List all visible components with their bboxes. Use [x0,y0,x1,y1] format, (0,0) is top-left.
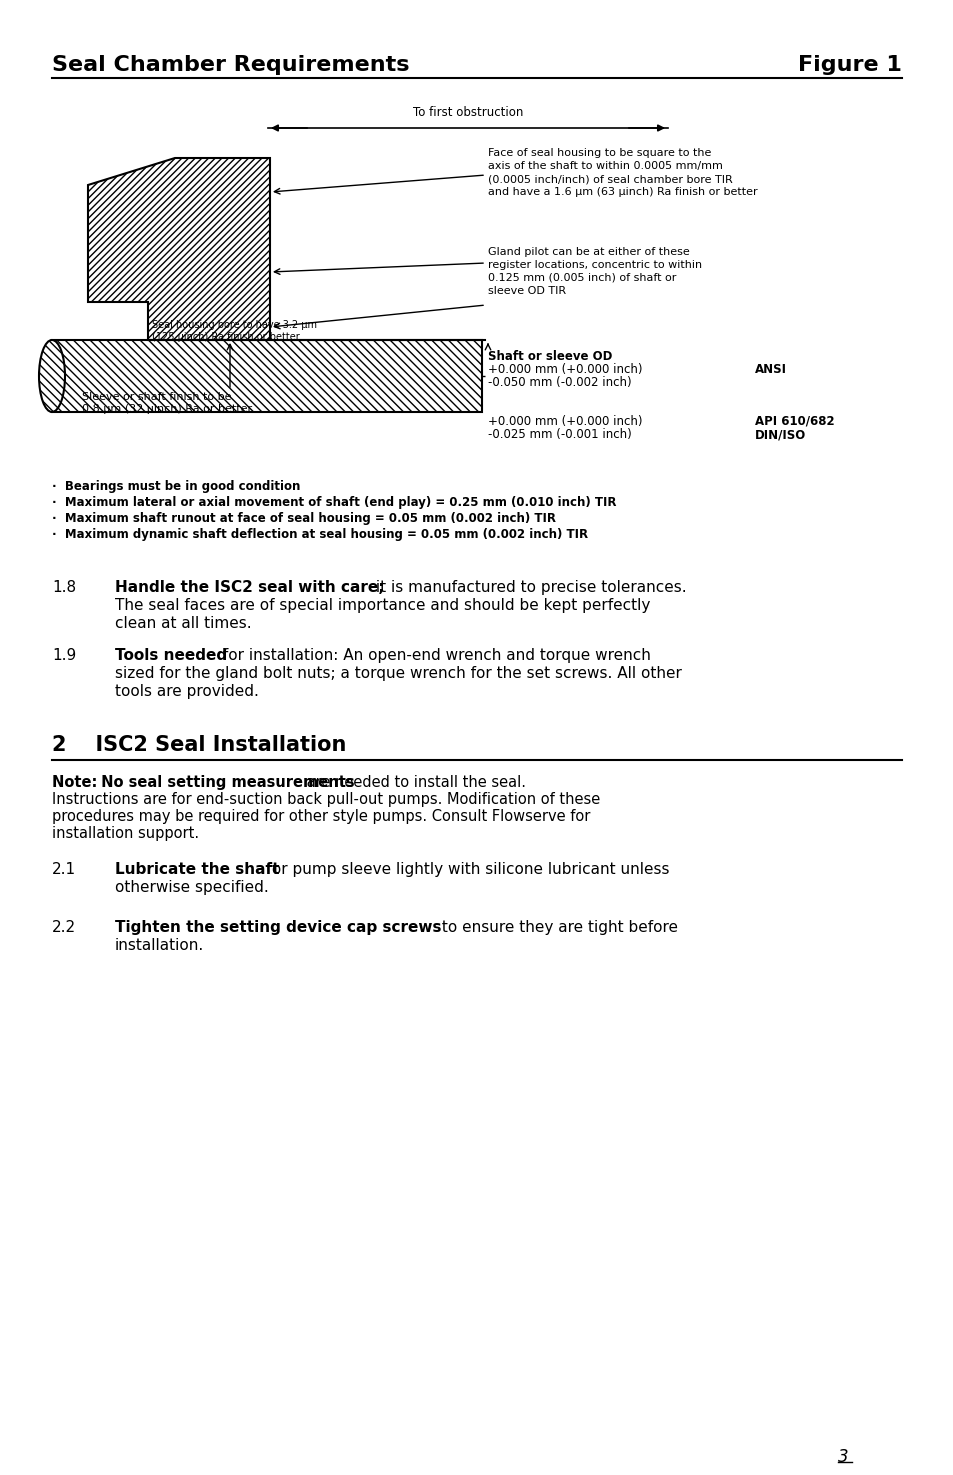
Text: 2    ISC2 Seal Installation: 2 ISC2 Seal Installation [52,735,346,755]
Text: Seal housing bore to have 3.2 μm: Seal housing bore to have 3.2 μm [152,320,316,330]
Text: to ensure they are tight before: to ensure they are tight before [436,920,678,935]
Text: 2.1: 2.1 [52,861,76,878]
Text: To first obstruction: To first obstruction [413,106,522,119]
Text: Figure 1: Figure 1 [798,55,901,75]
Text: The seal faces are of special importance and should be kept perfectly: The seal faces are of special importance… [115,597,650,614]
Text: procedures may be required for other style pumps. Consult Flowserve for: procedures may be required for other sty… [52,808,590,825]
Text: register locations, concentric to within: register locations, concentric to within [488,260,701,270]
Text: clean at all times.: clean at all times. [115,617,252,631]
Text: installation.: installation. [115,938,204,953]
Text: API 610/682: API 610/682 [754,414,834,428]
Text: ·  Maximum shaft runout at face of seal housing = 0.05 mm (0.002 inch) TIR: · Maximum shaft runout at face of seal h… [52,512,556,525]
Text: it is manufactured to precise tolerances.: it is manufactured to precise tolerances… [371,580,686,594]
Text: and have a 1.6 μm (63 μinch) Ra finish or better: and have a 1.6 μm (63 μinch) Ra finish o… [488,187,757,198]
Text: Face of seal housing to be square to the: Face of seal housing to be square to the [488,148,711,158]
Text: Lubricate the shaft: Lubricate the shaft [115,861,279,878]
Text: for installation: An open-end wrench and torque wrench: for installation: An open-end wrench and… [218,648,650,662]
Text: Tighten the setting device cap screws: Tighten the setting device cap screws [115,920,441,935]
Text: 0.8 μm (32 μinch) Ra or better: 0.8 μm (32 μinch) Ra or better [82,404,252,414]
Text: 0.125 mm (0.005 inch) of shaft or: 0.125 mm (0.005 inch) of shaft or [488,273,676,283]
Text: Gland pilot can be at either of these: Gland pilot can be at either of these [488,246,689,257]
Text: or pump sleeve lightly with silicone lubricant unless: or pump sleeve lightly with silicone lub… [267,861,669,878]
Text: (0.0005 inch/inch) of seal chamber bore TIR: (0.0005 inch/inch) of seal chamber bore … [488,174,732,184]
Text: +0.000 mm (+0.000 inch): +0.000 mm (+0.000 inch) [488,414,641,428]
Text: Note:: Note: [52,774,102,791]
Text: ·  Bearings must be in good condition: · Bearings must be in good condition [52,479,300,493]
Ellipse shape [39,341,65,412]
Text: No seal setting measurements: No seal setting measurements [96,774,355,791]
Text: otherwise specified.: otherwise specified. [115,881,269,895]
Text: ·  Maximum lateral or axial movement of shaft (end play) = 0.25 mm (0.010 inch) : · Maximum lateral or axial movement of s… [52,496,616,509]
Text: Instructions are for end-suction back pull-out pumps. Modification of these: Instructions are for end-suction back pu… [52,792,599,807]
Text: are needed to install the seal.: are needed to install the seal. [302,774,525,791]
Text: +0.000 mm (+0.000 inch): +0.000 mm (+0.000 inch) [488,363,641,376]
Text: -0.025 mm (-0.001 inch): -0.025 mm (-0.001 inch) [488,428,631,441]
Bar [52,341,481,412]
Text: Handle the ISC2 seal with care;: Handle the ISC2 seal with care; [115,580,384,594]
Text: Shaft or sleeve OD: Shaft or sleeve OD [488,350,612,363]
Text: Seal Chamber Requirements: Seal Chamber Requirements [52,55,409,75]
Text: Sleeve or shaft finish to be: Sleeve or shaft finish to be [82,392,232,403]
Text: axis of the shaft to within 0.0005 mm/mm: axis of the shaft to within 0.0005 mm/mm [488,161,722,171]
Text: Tools needed: Tools needed [115,648,227,662]
Text: sleeve OD TIR: sleeve OD TIR [488,286,565,296]
Text: sized for the gland bolt nuts; a torque wrench for the set screws. All other: sized for the gland bolt nuts; a torque … [115,667,681,681]
Text: tools are provided.: tools are provided. [115,684,258,699]
Text: ·  Maximum dynamic shaft deflection at seal housing = 0.05 mm (0.002 inch) TIR: · Maximum dynamic shaft deflection at se… [52,528,587,541]
Text: -0.050 mm (-0.002 inch): -0.050 mm (-0.002 inch) [488,376,631,389]
Text: 1.9: 1.9 [52,648,76,662]
Text: DIN/ISO: DIN/ISO [754,428,805,441]
Text: 1.8: 1.8 [52,580,76,594]
Bar [52,341,481,412]
Text: installation support.: installation support. [52,826,199,841]
Text: 3: 3 [837,1448,848,1466]
Text: (125 μinch) Ra finish or better: (125 μinch) Ra finish or better [152,332,299,342]
Text: 2.2: 2.2 [52,920,76,935]
Text: ANSI: ANSI [754,363,786,376]
Polygon shape [88,158,270,341]
